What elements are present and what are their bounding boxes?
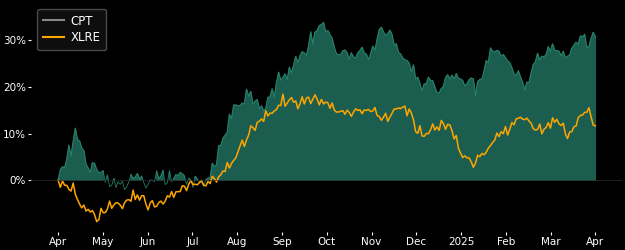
Legend: CPT, XLRE: CPT, XLRE [38,9,106,50]
